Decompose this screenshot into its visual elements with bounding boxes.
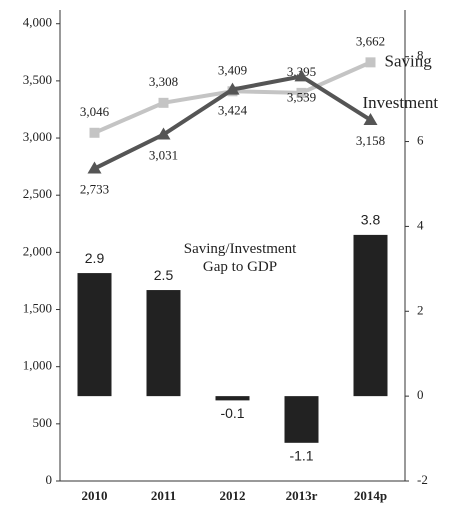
y-tick-label: 0 (46, 472, 53, 487)
y-tick-label: 500 (33, 415, 53, 430)
x-tick-label: 2012 (220, 488, 246, 503)
marker (296, 87, 307, 98)
marker (225, 82, 240, 95)
y-tick-label: 3,500 (23, 72, 52, 87)
point-label: 3,662 (356, 33, 385, 48)
y-tick-label: 2,000 (23, 243, 52, 258)
x-tick-label: 2014p (354, 488, 387, 503)
point-label: 3,409 (218, 62, 247, 77)
marker (158, 97, 169, 108)
x-tick-label: 2010 (82, 488, 108, 503)
series-name: Investment (363, 93, 439, 112)
bar-label: 2.5 (154, 267, 174, 283)
x-tick-label: 2011 (151, 488, 176, 503)
y2-tick-label: 4 (417, 217, 424, 232)
bar-label: 2.9 (85, 250, 105, 266)
y-tick-label: 1,000 (23, 358, 52, 373)
bar-label: -1.1 (289, 448, 313, 464)
bar-label: 3.8 (361, 212, 381, 228)
point-label: 3,046 (80, 104, 110, 119)
y2-tick-label: 8 (417, 48, 424, 63)
bar (77, 273, 112, 397)
y-tick-label: 4,000 (23, 15, 52, 30)
bar (215, 396, 250, 401)
series-name: Saving (385, 51, 433, 70)
marker (365, 57, 376, 68)
y2-tick-label: 0 (417, 387, 424, 402)
point-label: 3,308 (149, 74, 178, 89)
y2-tick-label: 6 (417, 133, 424, 148)
bar (353, 234, 388, 397)
marker (294, 69, 309, 82)
bar (284, 396, 319, 443)
marker (156, 127, 171, 140)
point-label: 3,031 (149, 147, 178, 162)
y-tick-label: 2,500 (23, 186, 52, 201)
point-label: 3,424 (218, 103, 248, 118)
bar-series-name: Saving/Investment Gap to GDP (183, 241, 297, 275)
bar-label: -0.1 (220, 405, 244, 421)
y-tick-label: 1,500 (23, 301, 52, 316)
y2-tick-label: 2 (417, 302, 424, 317)
point-label: 2,733 (80, 182, 109, 197)
marker (89, 127, 100, 138)
y-tick-label: 3,000 (23, 129, 52, 144)
marker (363, 112, 378, 125)
point-label: 3,539 (287, 89, 316, 104)
bar (146, 290, 181, 397)
y2-tick-label: -2 (417, 472, 428, 487)
x-tick-label: 2013r (286, 488, 318, 503)
point-label: 3,158 (356, 133, 385, 148)
marker (87, 161, 102, 174)
